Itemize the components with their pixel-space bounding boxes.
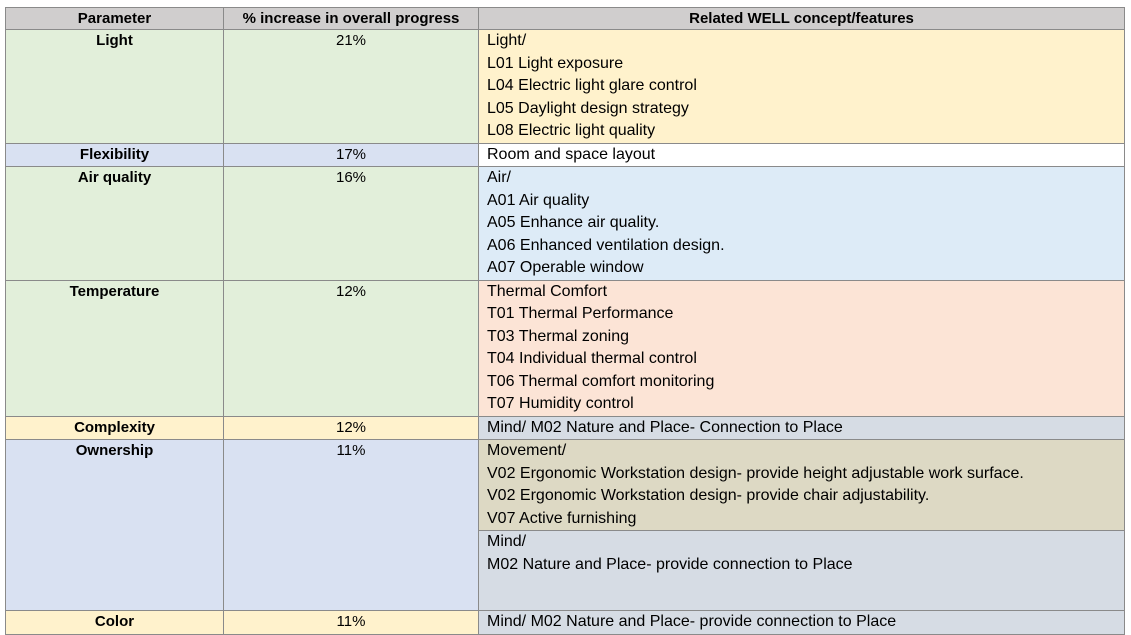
increase-cell: 21% (223, 29, 479, 144)
parameter-cell: Temperature (5, 279, 224, 417)
feature-item: L04 Electric light glare control (487, 77, 697, 94)
increase-cell: 17% (223, 142, 479, 167)
increase-cell: 12% (223, 415, 479, 440)
empty-space (487, 576, 1124, 610)
feature-item: Mind/ (487, 533, 527, 550)
features-cell-mind: Mind/ M02 Nature and Place- provide conn… (478, 530, 1125, 611)
feature-item: L01 Light exposure (487, 54, 624, 72)
feature-item: Thermal Comfort (487, 282, 608, 300)
table-row-light: Light 21% Light/ L01 Light exposure L04 … (5, 29, 1125, 144)
header-parameter: Parameter (5, 7, 224, 30)
increase-cell: 11% (223, 439, 479, 611)
feature-item: A01 Air quality (487, 191, 590, 209)
features-cell-movement: Movement/ V02 Ergonomic Workstation desi… (478, 439, 1125, 531)
increase-cell: 12% (223, 279, 479, 417)
feature-item: A07 Operable window (487, 259, 644, 276)
features-cell: Light/ L01 Light exposure L04 Electric l… (478, 29, 1125, 144)
feature-item: V02 Ergonomic Workstation design- provid… (487, 464, 1024, 482)
feature-item: T01 Thermal Performance (487, 305, 674, 322)
feature-item: L05 Daylight design strategy (487, 99, 689, 117)
well-parameters-table: Parameter % increase in overall progress… (5, 7, 1125, 635)
parameter-cell: Ownership (5, 439, 224, 611)
table-row-flexibility: Flexibility 17% Room and space layout (5, 142, 1125, 167)
table-row-color: Color 11% Mind/ M02 Nature and Place- pr… (5, 610, 1125, 635)
header-related-features: Related WELL concept/features (478, 7, 1125, 30)
feature-item: V02 Ergonomic Workstation design- provid… (487, 487, 930, 504)
feature-item: T03 Thermal zoning (487, 327, 629, 345)
parameter-cell: Flexibility (5, 142, 224, 167)
feature-item: V07 Active furnishing (487, 509, 637, 527)
table-row-ownership: Ownership 11% Movement/ V02 Ergonomic Wo… (5, 439, 1125, 611)
feature-item: Light/ (487, 32, 527, 49)
feature-item: Movement/ (487, 442, 567, 459)
table-row-complexity: Complexity 12% Mind/ M02 Nature and Plac… (5, 415, 1125, 440)
header-row: Parameter % increase in overall progress… (5, 7, 1125, 30)
parameter-cell: Light (5, 29, 224, 144)
feature-item: L08 Electric light quality (487, 122, 656, 139)
features-cell: Mind/ M02 Nature and Place- Connection t… (478, 415, 1125, 440)
parameter-cell: Color (5, 610, 224, 635)
feature-item: Mind/ M02 Nature and Place- Connection t… (487, 418, 843, 436)
feature-item: M02 Nature and Place- provide connection… (487, 555, 853, 573)
feature-item: T06 Thermal comfort monitoring (487, 372, 715, 390)
increase-cell: 16% (223, 166, 479, 281)
feature-item: Room and space layout (487, 145, 656, 163)
feature-item: Mind/ M02 Nature and Place- provide conn… (487, 613, 897, 630)
feature-item: T04 Individual thermal control (487, 350, 697, 367)
features-cell: Air/ A01 Air quality A05 Enhance air qua… (478, 166, 1125, 281)
features-cell: Room and space layout (478, 142, 1125, 167)
parameter-cell: Complexity (5, 415, 224, 440)
table-row-temperature: Temperature 12% Thermal Comfort T01 Ther… (5, 279, 1125, 417)
feature-item: Air/ (487, 169, 511, 186)
header-increase: % increase in overall progress (223, 7, 479, 30)
feature-item: A05 Enhance air quality. (487, 214, 660, 231)
table-row-ownership-mind: Mind/ M02 Nature and Place- provide conn… (6, 530, 1125, 611)
parameter-cell: Air quality (5, 166, 224, 281)
feature-item: T07 Humidity control (487, 395, 634, 412)
feature-item: A06 Enhanced ventilation design. (487, 236, 725, 254)
features-cell: Mind/ M02 Nature and Place- provide conn… (478, 610, 1125, 635)
features-cell: Thermal Comfort T01 Thermal Performance … (478, 279, 1125, 417)
increase-cell: 11% (223, 610, 479, 635)
table-row-air-quality: Air quality 16% Air/ A01 Air quality A05… (5, 166, 1125, 281)
